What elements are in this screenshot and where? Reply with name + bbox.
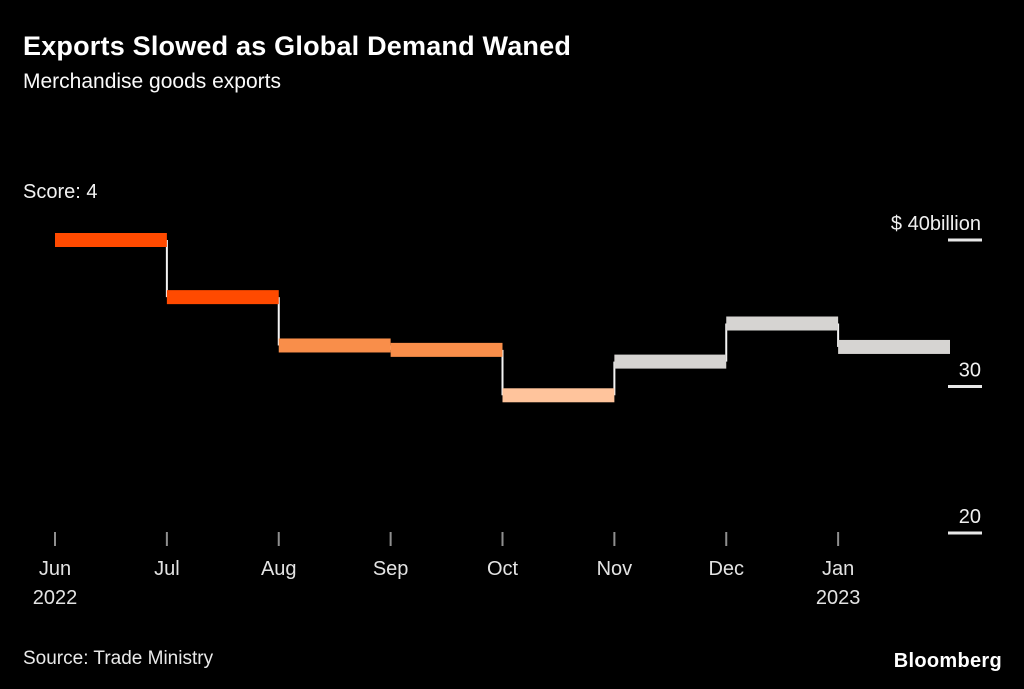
source-label: Source: Trade Ministry — [23, 648, 214, 669]
step-segment — [390, 342, 503, 357]
x-tick-sublabel: 2023 — [816, 587, 861, 609]
y-tick-label: 30 — [959, 360, 981, 382]
x-tick-label: Sep — [373, 558, 409, 580]
y-tick-label: $ 40billion — [891, 213, 981, 235]
chart-subtitle: Merchandise goods exports — [23, 70, 281, 93]
x-tick-label: Jun — [39, 558, 71, 580]
x-tick-label: Jul — [154, 558, 180, 580]
step-segment — [726, 316, 839, 331]
bloomberg-logo: Bloomberg — [893, 650, 1002, 672]
step-segment — [55, 233, 167, 247]
step-segment — [502, 388, 615, 403]
chart-title: Exports Slowed as Global Demand Waned — [23, 31, 572, 61]
step-segment — [614, 354, 727, 369]
step-segment — [838, 339, 950, 354]
x-tick-label: Jan — [822, 558, 854, 580]
x-tick-sublabel: 2022 — [33, 587, 78, 609]
x-tick-label: Aug — [261, 558, 297, 580]
x-tick-label: Nov — [597, 558, 633, 580]
x-tick-label: Oct — [487, 558, 519, 580]
step-segment — [166, 290, 279, 305]
step-segment — [278, 338, 391, 353]
x-tick-label: Dec — [708, 558, 744, 580]
score-label: Score: 4 — [23, 181, 98, 203]
y-tick-label: 20 — [959, 506, 981, 528]
